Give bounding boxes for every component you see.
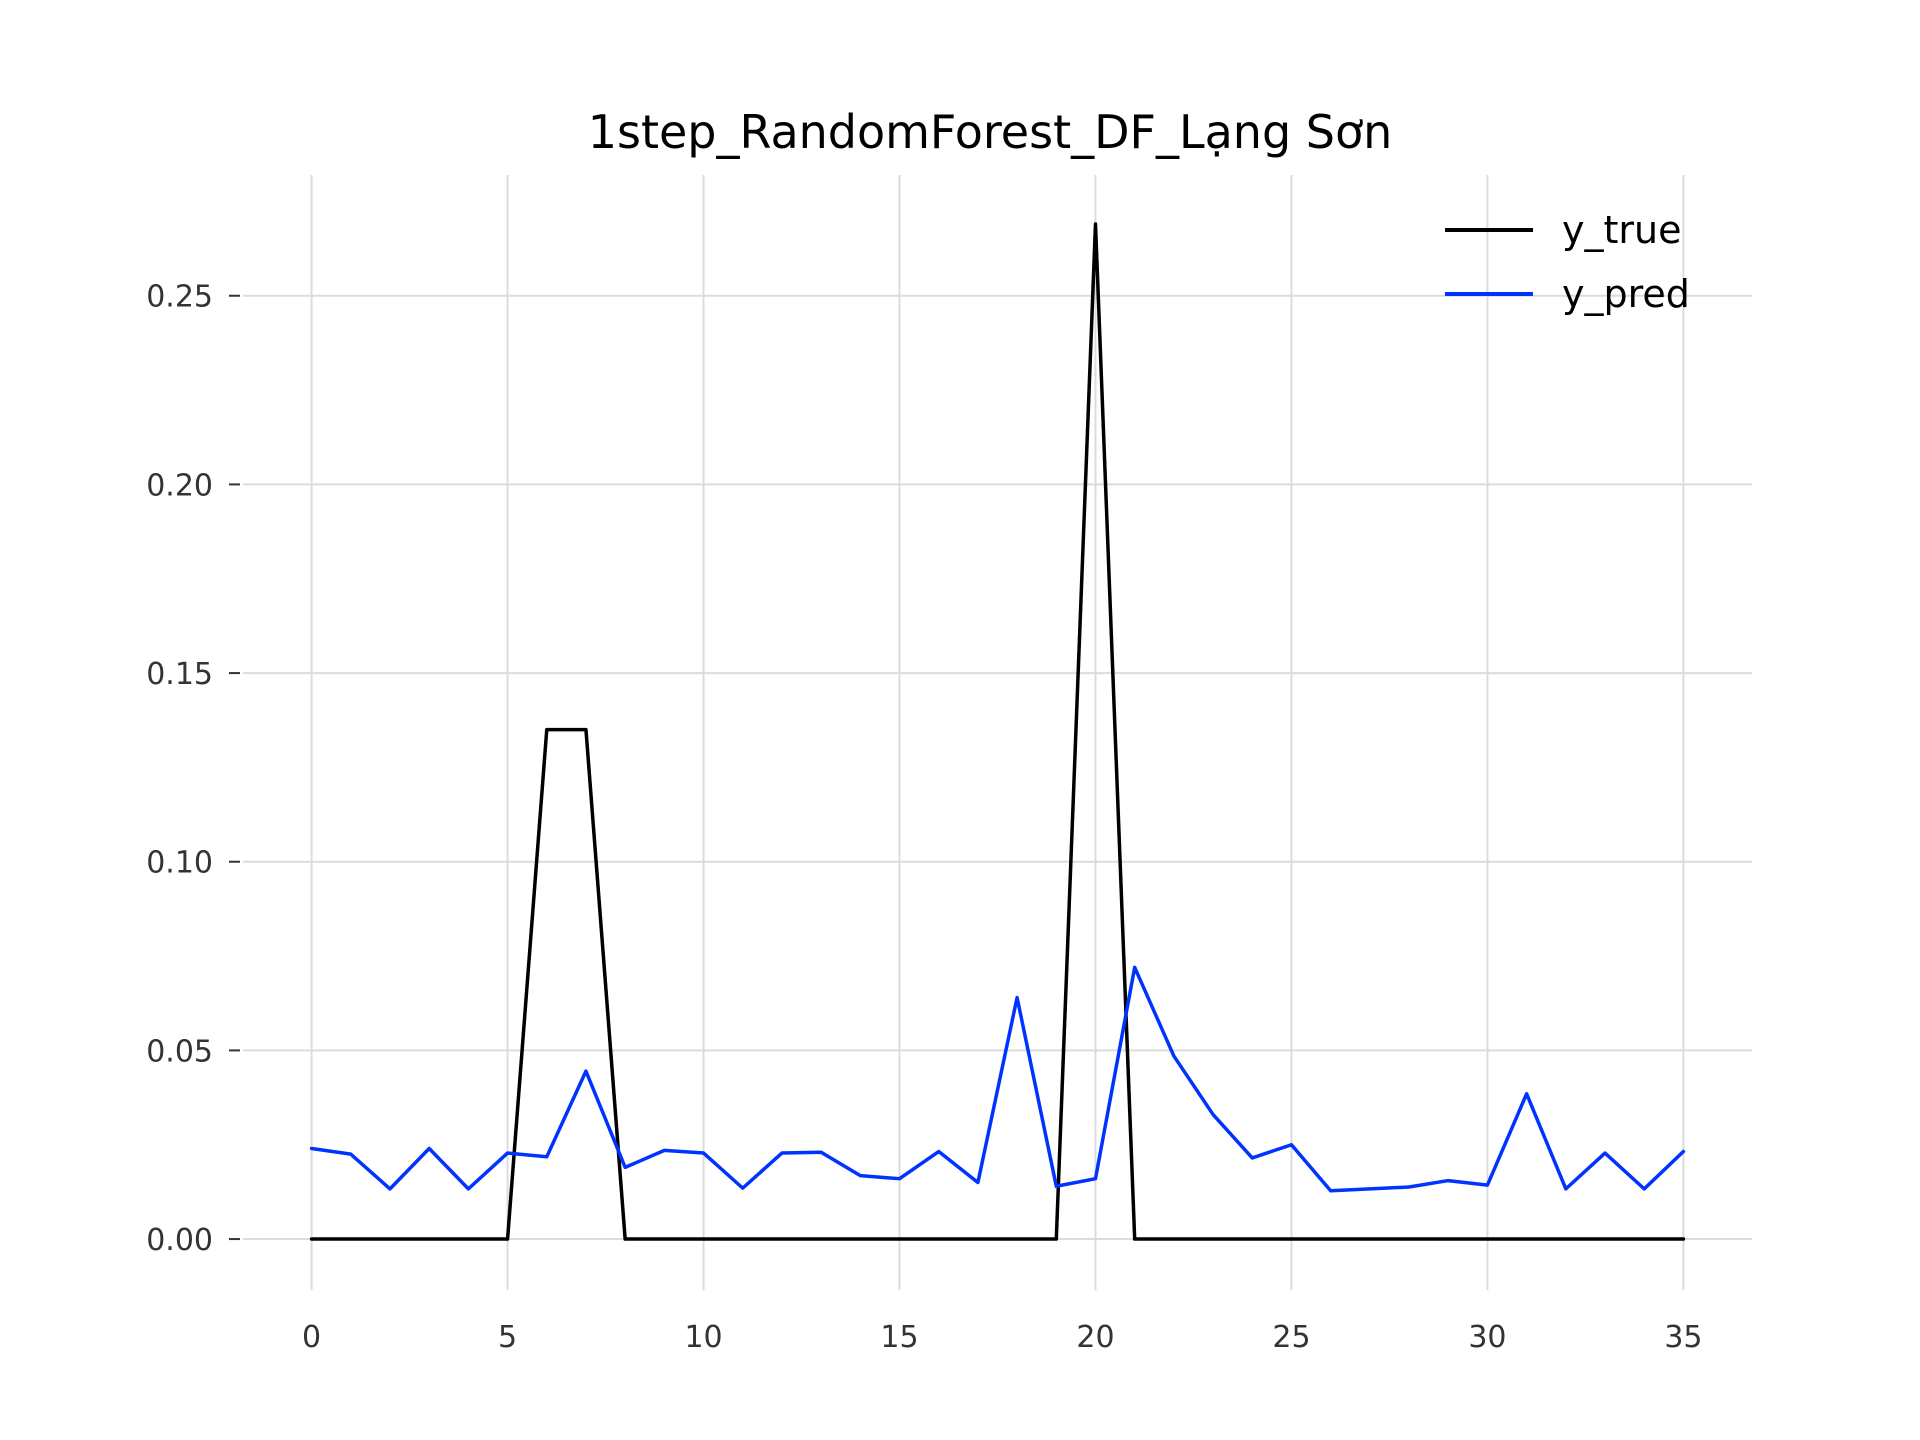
y-tick-label: 0.10	[146, 846, 213, 881]
chart-title: 1step_RandomForest_DF_Lạng Sơn	[588, 105, 1393, 159]
x-tick-label: 0	[302, 1320, 321, 1355]
series-line-y-pred	[309, 965, 1686, 1193]
data-series	[309, 222, 1686, 1241]
series-line-y-true	[309, 222, 1686, 1241]
legend-label-y-pred: y_pred	[1562, 272, 1690, 316]
legend: y_true y_pred	[1445, 208, 1690, 316]
y-tick-label: 0.15	[146, 657, 213, 692]
x-tick-label: 30	[1468, 1320, 1506, 1355]
x-tick-label: 15	[880, 1320, 918, 1355]
x-tick-label: 35	[1664, 1320, 1702, 1355]
grid-lines	[243, 175, 1752, 1290]
y-tick-label: 0.05	[146, 1034, 213, 1069]
x-tick-label: 20	[1076, 1320, 1114, 1355]
y-tick-label: 0.20	[146, 468, 213, 503]
x-tick-label: 10	[684, 1320, 722, 1355]
legend-label-y-true: y_true	[1562, 208, 1681, 252]
axes: 0.00 0.05 0.10 0.15 0.20 0.25 0 5 10 15 20 25 30 35	[146, 280, 1702, 1355]
x-tick-label: 25	[1272, 1320, 1310, 1355]
y-tick-label: 0.25	[146, 280, 213, 315]
x-tick-label: 5	[498, 1320, 517, 1355]
y-tick-label: 0.00	[146, 1223, 213, 1258]
